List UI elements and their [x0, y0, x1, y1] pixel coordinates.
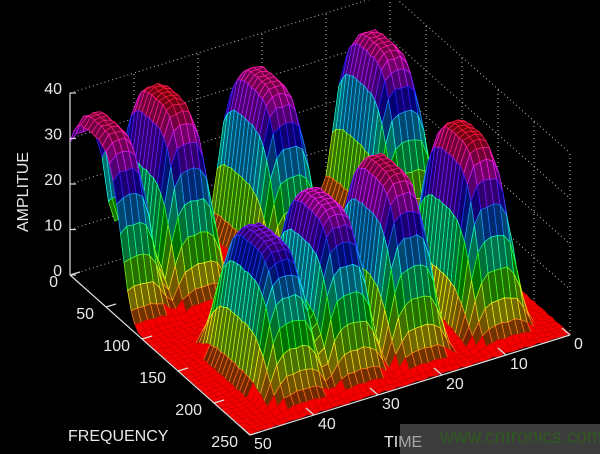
z-tick-label: 40: [44, 81, 62, 98]
time-tick-label: 40: [318, 416, 336, 433]
z-tick-label: 10: [44, 218, 62, 235]
z-tick-label: 20: [44, 172, 62, 189]
frequency-axis: [69, 274, 251, 436]
time-tick-label: 30: [382, 396, 400, 413]
surface-mesh: [69, 29, 571, 435]
frequency-tick: [177, 367, 189, 372]
z-tick-label: 0: [53, 263, 62, 280]
time-tick-label: 10: [510, 356, 528, 373]
time-tick: [305, 407, 315, 416]
frequency-tick: [105, 303, 117, 308]
time-tick-label: 0: [574, 336, 583, 353]
frequency-tick-label: 100: [103, 338, 130, 355]
time-tick: [497, 347, 507, 356]
frequency-tick: [141, 335, 153, 340]
time-tick: [433, 367, 443, 376]
frequency-tick-label: 150: [139, 370, 166, 387]
frequency-tick: [213, 399, 225, 404]
time-tick-label: 20: [446, 376, 464, 393]
time-tick-labels: 0 10 20 30 40 50: [254, 336, 583, 453]
frequency-tick: [69, 271, 81, 276]
frequency-tick-label: 0: [49, 274, 58, 291]
time-axis: [249, 334, 571, 436]
z-tick-label: 30: [44, 127, 62, 144]
frequency-tick-label: 50: [76, 306, 94, 323]
frequency-tick-label: 200: [175, 402, 202, 419]
axes: [69, 92, 571, 436]
frequency-tick-label: 250: [211, 434, 238, 451]
watermark-text: www.cntronics.com: [440, 427, 600, 448]
frequency-tick-labels: 0 50 100 150 200 250: [49, 274, 238, 451]
z-tick-labels: 0 10 20 30 40: [44, 81, 62, 280]
frequency-axis-title: FREQUENCY: [68, 428, 169, 445]
time-tick: [369, 387, 379, 396]
time-tick-label: 50: [254, 436, 272, 453]
z-axis-title: AMPLITUE: [15, 152, 32, 232]
time-tick: [561, 327, 571, 336]
frequency-tick: [249, 431, 261, 436]
time-tick: [241, 427, 251, 436]
watermark: www.cntronics.com: [400, 424, 600, 454]
